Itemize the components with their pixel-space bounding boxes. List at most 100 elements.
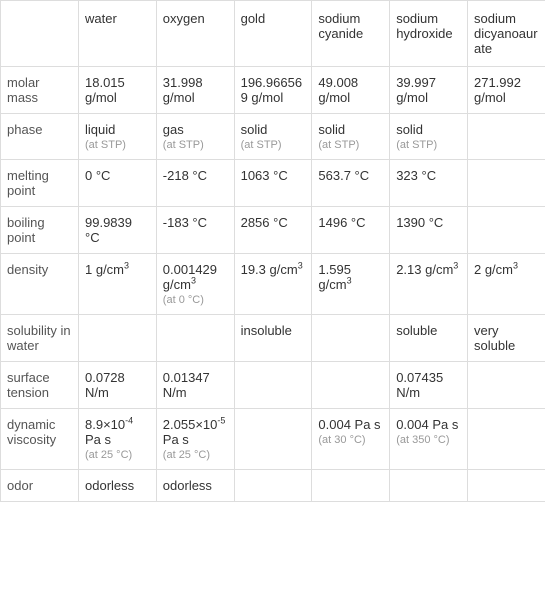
table-row: solubility in waterinsolublesolublevery … — [1, 315, 545, 362]
cell-value: soluble — [396, 323, 437, 338]
cell-sub: (at 350 °C) — [396, 434, 461, 446]
col-header: gold — [234, 1, 312, 67]
cell-value: gas — [163, 122, 184, 137]
cell — [234, 362, 312, 409]
cell-value: 1496 °C — [318, 215, 365, 230]
cell-sub: (at STP) — [318, 139, 383, 151]
cell: 2.055×10-5 Pa s (at 25 °C) — [156, 409, 234, 470]
cell: 39.997 g/mol — [390, 67, 468, 114]
cell-value: -218 °C — [163, 168, 207, 183]
cell — [467, 114, 545, 160]
cell: 49.008 g/mol — [312, 67, 390, 114]
cell-value: 19.3 g/cm3 — [241, 262, 303, 277]
cell-value: 2856 °C — [241, 215, 288, 230]
cell — [312, 470, 390, 502]
col-header: oxygen — [156, 1, 234, 67]
cell: odorless — [156, 470, 234, 502]
cell-value: odorless — [85, 478, 134, 493]
cell: 2.13 g/cm3 — [390, 254, 468, 315]
cell: 8.9×10-4 Pa s(at 25 °C) — [79, 409, 157, 470]
cell: solid(at STP) — [234, 114, 312, 160]
col-header: sodium cyanide — [312, 1, 390, 67]
cell — [390, 470, 468, 502]
cell — [312, 362, 390, 409]
cell-value: solid — [396, 122, 423, 137]
cell: 196.966569 g/mol — [234, 67, 312, 114]
table-row: density 1 g/cm3 0.001429 g/cm3(at 0 °C) 19.… — [1, 254, 545, 315]
cell-value: odorless — [163, 478, 212, 493]
cell: 18.015 g/mol — [79, 67, 157, 114]
corner-cell — [1, 1, 79, 67]
cell: -218 °C — [156, 160, 234, 207]
cell-value: 1 g/cm3 — [85, 262, 129, 277]
cell-value: 0.001429 g/cm3 — [163, 262, 217, 292]
cell-sub: (at STP) — [241, 139, 306, 151]
cell-sub: (at STP) — [85, 139, 150, 151]
cell — [312, 315, 390, 362]
cell-value: liquid — [85, 122, 115, 137]
cell-value: 1390 °C — [396, 215, 443, 230]
cell-value: 0.004 Pa s — [318, 417, 380, 432]
col-header: water — [79, 1, 157, 67]
cell — [467, 362, 545, 409]
cell: 99.9839 °C — [79, 207, 157, 254]
cell-value: 1.595 g/cm3 — [318, 262, 351, 292]
cell-value: 2 g/cm3 — [474, 262, 518, 277]
cell: 0.004 Pa s (at 30 °C) — [312, 409, 390, 470]
header-row: water oxygen gold sodium cyanide sodium … — [1, 1, 545, 67]
cell: 19.3 g/cm3 — [234, 254, 312, 315]
cell-value: 0.0728 N/m — [85, 370, 125, 400]
cell: 563.7 °C — [312, 160, 390, 207]
cell: insoluble — [234, 315, 312, 362]
table-row: phaseliquid(at STP)gas(at STP)solid(at S… — [1, 114, 545, 160]
cell: 1 g/cm3 — [79, 254, 157, 315]
cell-sub: (at 30 °C) — [318, 434, 383, 446]
cell — [467, 470, 545, 502]
row-label: phase — [1, 114, 79, 160]
cell-value: 2.13 g/cm3 — [396, 262, 458, 277]
cell: 2 g/cm3 — [467, 254, 545, 315]
cell-value: -183 °C — [163, 215, 207, 230]
cell-sub: (at 25 °C) — [85, 449, 150, 461]
cell: liquid (at STP) — [79, 114, 157, 160]
cell: 2856 °C — [234, 207, 312, 254]
cell: very soluble — [467, 315, 545, 362]
table-row: odor odorless odorless — [1, 470, 545, 502]
cell — [79, 315, 157, 362]
cell-value: 2.055×10-5 Pa s — [163, 417, 226, 447]
properties-table: water oxygen gold sodium cyanide sodium … — [0, 0, 545, 502]
cell-sub: (at 25 °C) — [163, 449, 228, 461]
cell-value: 271.992 g/mol — [474, 75, 521, 105]
cell — [467, 409, 545, 470]
cell: soluble — [390, 315, 468, 362]
row-label: density — [1, 254, 79, 315]
cell: -183 °C — [156, 207, 234, 254]
cell: 31.998 g/mol — [156, 67, 234, 114]
table-body: molar mass18.015 g/mol31.998 g/mol196.96… — [1, 67, 545, 502]
table-row: surface tension0.0728 N/m0.01347 N/m0.07… — [1, 362, 545, 409]
cell-sub: (at STP) — [396, 139, 461, 151]
cell: solid (at STP) — [390, 114, 468, 160]
cell-value: solid — [318, 122, 345, 137]
row-label: odor — [1, 470, 79, 502]
cell-value: 0 °C — [85, 168, 110, 183]
cell-sub: (at STP) — [163, 139, 228, 151]
table-row: melting point 0 °C -218 °C 1063 °C 563.7 °C3… — [1, 160, 545, 207]
cell: 0.01347 N/m — [156, 362, 234, 409]
table-row: boiling point99.9839 °C-183 °C2856 °C149… — [1, 207, 545, 254]
cell: 0.001429 g/cm3(at 0 °C) — [156, 254, 234, 315]
cell-value: 31.998 g/mol — [163, 75, 203, 105]
cell-value: 0.004 Pa s — [396, 417, 458, 432]
table-row: dynamic viscosity8.9×10-4 Pa s(at 25 °C)… — [1, 409, 545, 470]
row-label: surface tension — [1, 362, 79, 409]
cell-value: very soluble — [474, 323, 515, 353]
row-label: melting point — [1, 160, 79, 207]
cell-value: 18.015 g/mol — [85, 75, 125, 105]
cell-value: 1063 °C — [241, 168, 288, 183]
cell-value: 99.9839 °C — [85, 215, 132, 245]
table-row: molar mass18.015 g/mol31.998 g/mol196.96… — [1, 67, 545, 114]
cell: 1496 °C — [312, 207, 390, 254]
cell-value: 196.966569 g/mol — [241, 75, 302, 105]
cell: 0 °C — [79, 160, 157, 207]
cell: 323 °C — [390, 160, 468, 207]
